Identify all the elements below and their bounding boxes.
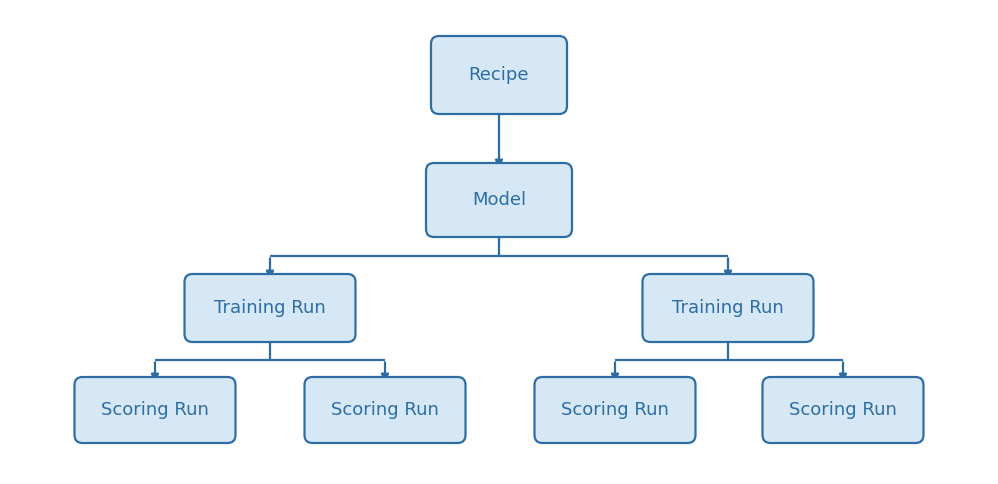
FancyBboxPatch shape [426, 163, 572, 237]
FancyBboxPatch shape [304, 377, 465, 443]
FancyBboxPatch shape [762, 377, 923, 443]
Text: Scoring Run: Scoring Run [561, 401, 669, 419]
FancyBboxPatch shape [431, 36, 567, 114]
Text: Training Run: Training Run [215, 299, 326, 317]
Text: Scoring Run: Scoring Run [789, 401, 897, 419]
Text: Training Run: Training Run [672, 299, 783, 317]
Text: Scoring Run: Scoring Run [331, 401, 439, 419]
Text: Scoring Run: Scoring Run [101, 401, 209, 419]
FancyBboxPatch shape [75, 377, 236, 443]
Text: Model: Model [472, 191, 526, 209]
FancyBboxPatch shape [535, 377, 696, 443]
FancyBboxPatch shape [643, 274, 813, 342]
FancyBboxPatch shape [185, 274, 355, 342]
Text: Recipe: Recipe [469, 66, 529, 84]
